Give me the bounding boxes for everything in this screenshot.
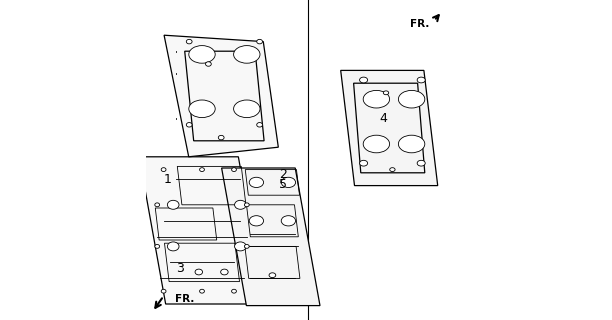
- Ellipse shape: [200, 289, 204, 293]
- Ellipse shape: [234, 100, 260, 118]
- Ellipse shape: [234, 46, 260, 63]
- Ellipse shape: [249, 177, 264, 188]
- Ellipse shape: [256, 123, 263, 127]
- Polygon shape: [164, 35, 278, 157]
- Ellipse shape: [360, 77, 368, 83]
- Ellipse shape: [186, 39, 192, 44]
- Polygon shape: [139, 157, 265, 304]
- Ellipse shape: [234, 200, 246, 209]
- Text: 3: 3: [176, 262, 184, 276]
- Ellipse shape: [363, 91, 390, 108]
- Polygon shape: [341, 70, 438, 186]
- Ellipse shape: [244, 244, 249, 248]
- Ellipse shape: [383, 91, 389, 95]
- Ellipse shape: [417, 77, 425, 83]
- Ellipse shape: [398, 135, 425, 153]
- Ellipse shape: [282, 216, 296, 226]
- Ellipse shape: [161, 289, 166, 293]
- Ellipse shape: [186, 123, 192, 127]
- Text: 1: 1: [163, 173, 171, 186]
- Ellipse shape: [231, 168, 236, 172]
- Text: FR.: FR.: [410, 19, 429, 29]
- Text: 2: 2: [279, 168, 286, 181]
- Ellipse shape: [188, 100, 215, 118]
- Ellipse shape: [161, 168, 166, 172]
- Ellipse shape: [188, 46, 215, 63]
- Ellipse shape: [195, 269, 203, 275]
- Ellipse shape: [249, 216, 264, 226]
- Ellipse shape: [398, 91, 425, 108]
- Ellipse shape: [360, 160, 368, 166]
- Ellipse shape: [390, 168, 395, 172]
- Ellipse shape: [167, 200, 179, 209]
- Ellipse shape: [155, 203, 160, 207]
- Ellipse shape: [363, 135, 390, 153]
- Ellipse shape: [206, 62, 211, 66]
- Ellipse shape: [200, 168, 204, 172]
- Text: 4: 4: [379, 112, 387, 125]
- Ellipse shape: [269, 273, 276, 277]
- Ellipse shape: [256, 39, 263, 44]
- Polygon shape: [222, 168, 320, 306]
- Ellipse shape: [167, 242, 179, 251]
- Ellipse shape: [155, 244, 160, 248]
- Ellipse shape: [221, 269, 228, 275]
- Ellipse shape: [234, 242, 246, 251]
- Ellipse shape: [231, 289, 236, 293]
- Ellipse shape: [218, 135, 224, 140]
- Text: 5: 5: [279, 178, 287, 191]
- Ellipse shape: [282, 177, 296, 188]
- Text: FR.: FR.: [175, 294, 194, 304]
- Ellipse shape: [244, 203, 249, 207]
- Ellipse shape: [417, 160, 425, 166]
